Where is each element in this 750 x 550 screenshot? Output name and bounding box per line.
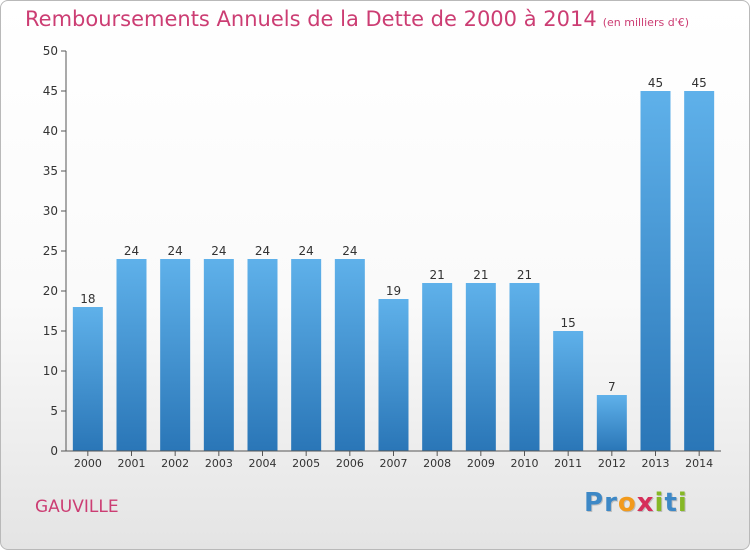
y-tick-label: 40 bbox=[43, 124, 58, 138]
bar bbox=[247, 259, 278, 451]
bar bbox=[160, 259, 191, 451]
bar-value-label: 45 bbox=[692, 76, 707, 90]
bar-value-label: 7 bbox=[608, 380, 616, 394]
x-tick-label: 2014 bbox=[685, 457, 713, 470]
y-tick-label: 45 bbox=[43, 84, 58, 98]
x-tick-label: 2011 bbox=[554, 457, 582, 470]
x-axis: 2000 2001 2002 2003 2004 2005 2006 2007 2008 2009… bbox=[66, 450, 721, 470]
logo-letter: r bbox=[604, 488, 618, 518]
logo-letter: x bbox=[636, 488, 655, 518]
bar-value-label: 24 bbox=[299, 244, 314, 258]
x-tick-label: 2013 bbox=[642, 457, 670, 470]
bar-value-label: 21 bbox=[473, 268, 488, 282]
y-tick-label: 25 bbox=[43, 244, 58, 258]
bar-value-label: 24 bbox=[342, 244, 357, 258]
bar-value-label: 45 bbox=[648, 76, 663, 90]
bar-value-label: 21 bbox=[517, 268, 532, 282]
bar-value-label: 15 bbox=[561, 316, 576, 330]
bar bbox=[378, 299, 409, 451]
x-tick-label: 2000 bbox=[74, 457, 102, 470]
bar bbox=[422, 283, 453, 451]
bar bbox=[596, 395, 627, 451]
bar-value-label: 19 bbox=[386, 284, 401, 298]
proxiti-logo: Proxiti bbox=[584, 488, 688, 518]
logo-letter: t bbox=[664, 488, 678, 518]
chart-subtitle: (en milliers d'€) bbox=[602, 16, 689, 29]
bar bbox=[291, 259, 322, 451]
bar-value-label: 24 bbox=[168, 244, 183, 258]
bar bbox=[203, 259, 234, 451]
x-tick-label: 2002 bbox=[161, 457, 189, 470]
y-tick-label: 15 bbox=[43, 324, 58, 338]
x-tick-label: 2003 bbox=[205, 457, 233, 470]
bar bbox=[116, 259, 147, 451]
logo-letter: P bbox=[584, 488, 605, 518]
bar bbox=[509, 283, 540, 451]
x-tick-label: 2008 bbox=[423, 457, 451, 470]
y-axis: 0 5 10 15 20 25 30 35 40 45 50 bbox=[43, 44, 67, 458]
y-tick-label: 30 bbox=[43, 204, 58, 218]
bar bbox=[72, 307, 103, 451]
logo-letter: o bbox=[617, 488, 637, 518]
y-tick-label: 50 bbox=[43, 44, 58, 58]
y-tick-label: 10 bbox=[43, 364, 58, 378]
x-tick-label: 2001 bbox=[118, 457, 146, 470]
bar-value-label: 24 bbox=[124, 244, 139, 258]
bar-value-label: 24 bbox=[211, 244, 226, 258]
chart-title-block: Remboursements Annuels de la Dette de 20… bbox=[25, 7, 689, 31]
city-name: GAUVILLE bbox=[35, 497, 119, 517]
x-tick-label: 2007 bbox=[380, 457, 408, 470]
bar-series: 18 24 24 24 24 24 24 19 21 21 21 15 7 45 45 bbox=[72, 76, 715, 451]
x-tick-label: 2004 bbox=[249, 457, 277, 470]
bar bbox=[640, 91, 671, 451]
y-tick-label: 20 bbox=[43, 284, 58, 298]
bar-value-label: 21 bbox=[430, 268, 445, 282]
bar bbox=[465, 283, 496, 451]
bar bbox=[684, 91, 715, 451]
bar-value-label: 18 bbox=[80, 292, 95, 306]
y-tick-label: 0 bbox=[50, 444, 58, 458]
x-tick-label: 2010 bbox=[511, 457, 539, 470]
x-tick-label: 2012 bbox=[598, 457, 626, 470]
bar-value-label: 24 bbox=[255, 244, 270, 258]
x-tick-label: 2009 bbox=[467, 457, 495, 470]
x-tick-label: 2005 bbox=[292, 457, 320, 470]
y-tick-label: 5 bbox=[50, 404, 58, 418]
x-tick-label: 2006 bbox=[336, 457, 364, 470]
logo-letter: i bbox=[654, 488, 665, 518]
bar bbox=[334, 259, 365, 451]
bar bbox=[553, 331, 584, 451]
logo-letter: i bbox=[677, 488, 688, 518]
chart-title: Remboursements Annuels de la Dette de 20… bbox=[25, 7, 597, 31]
y-tick-label: 35 bbox=[43, 164, 58, 178]
